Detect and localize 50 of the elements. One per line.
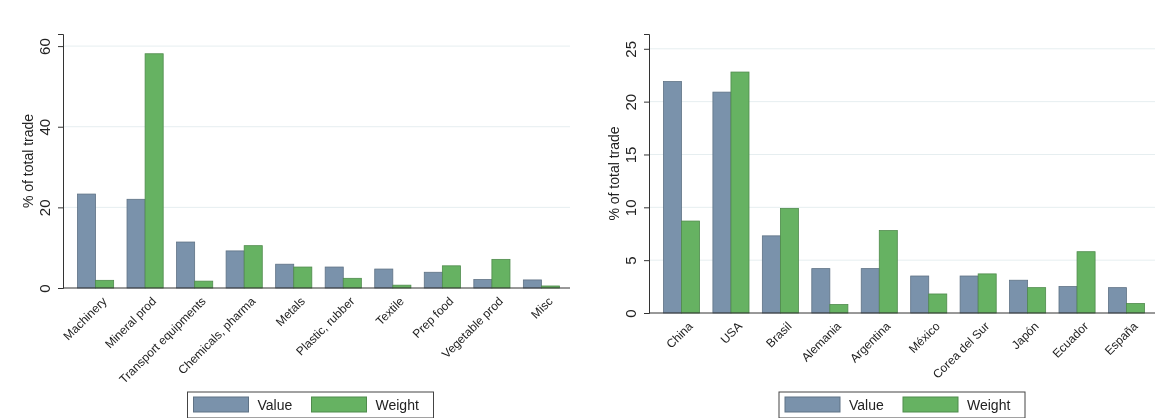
bar [1108,287,1127,314]
bar [374,268,394,289]
legend-label: Weight [375,397,419,413]
bar [243,245,263,289]
bar [1027,287,1047,314]
bar [1076,251,1096,314]
bar [126,198,146,289]
y-tick-label: 5 [622,256,639,265]
bar [761,235,781,314]
bar [811,268,831,314]
y-axis-title: % of total trade [606,126,622,221]
legend-label: Value [257,397,293,413]
bar [491,258,511,289]
bar [176,241,196,289]
bar [77,193,96,289]
bar [959,275,979,314]
bar [663,81,682,314]
y-tick-label: 0 [622,309,639,318]
bar [225,250,245,289]
y-tick-label: 15 [622,146,639,164]
x-tick-label: USA [717,319,746,347]
legend-label: Weight [967,397,1011,413]
y-tick-label: 20 [622,93,639,111]
bar [910,275,930,314]
bar [860,268,880,314]
bar [977,273,997,314]
bar [275,263,295,289]
bar [878,230,898,314]
bar [681,220,700,314]
bar [1058,286,1078,314]
y-tick-label: 0 [36,284,53,293]
y-axis-title: % of total trade [20,113,36,209]
legend-label: Value [849,397,884,413]
y-tick-label: 40 [36,118,53,136]
bar [829,304,849,314]
bar [144,53,164,289]
bar [712,91,732,314]
bar [293,266,313,289]
bar [441,265,461,289]
bar [1009,279,1028,314]
y-tick-label: 60 [36,38,53,55]
bar [928,293,948,314]
bar [730,71,750,314]
bar [194,280,214,289]
bar [522,279,542,289]
bar [780,207,799,314]
y-tick-label: 20 [36,199,53,217]
y-tick-label: 10 [622,199,639,217]
y-tick-label: 25 [622,40,639,58]
bar [324,266,344,289]
